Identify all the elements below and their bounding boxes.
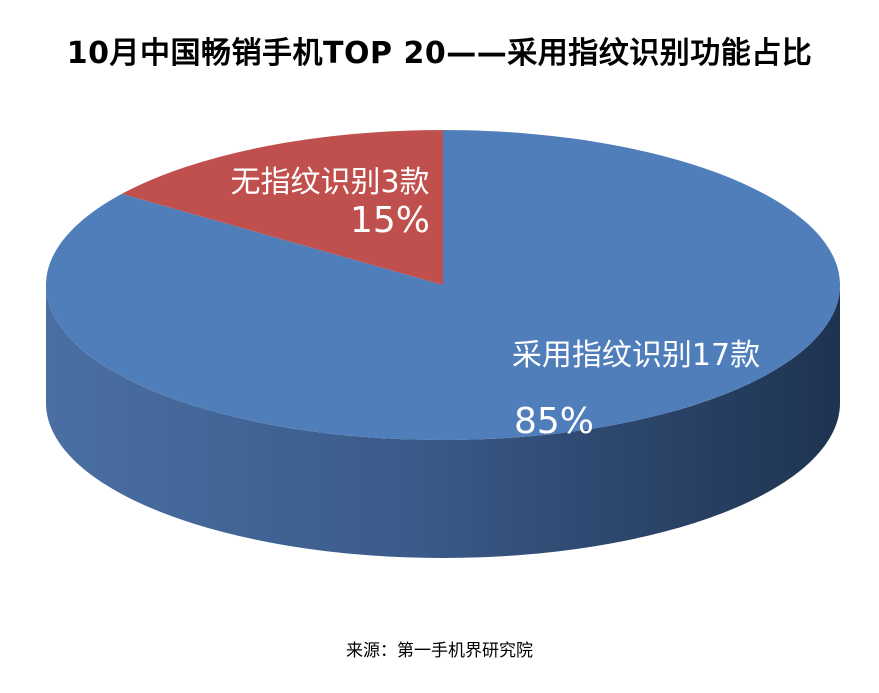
slice-without-fingerprint[interactable] bbox=[121, 130, 443, 285]
chart-title: 10月中国畅销手机TOP 20——采用指纹识别功能占比 bbox=[66, 36, 813, 71]
slice-percent-with-fingerprint: 85% bbox=[514, 401, 594, 442]
source-note: 来源：第一手机界研究院 bbox=[346, 641, 533, 661]
slice-label-with-fingerprint: 采用指纹识别17款 bbox=[512, 338, 760, 373]
slice-label-without-fingerprint: 无指纹识别3款 bbox=[230, 165, 429, 200]
slice-percent-without-fingerprint: 15% bbox=[350, 200, 430, 241]
pie-side-wall bbox=[46, 285, 840, 558]
